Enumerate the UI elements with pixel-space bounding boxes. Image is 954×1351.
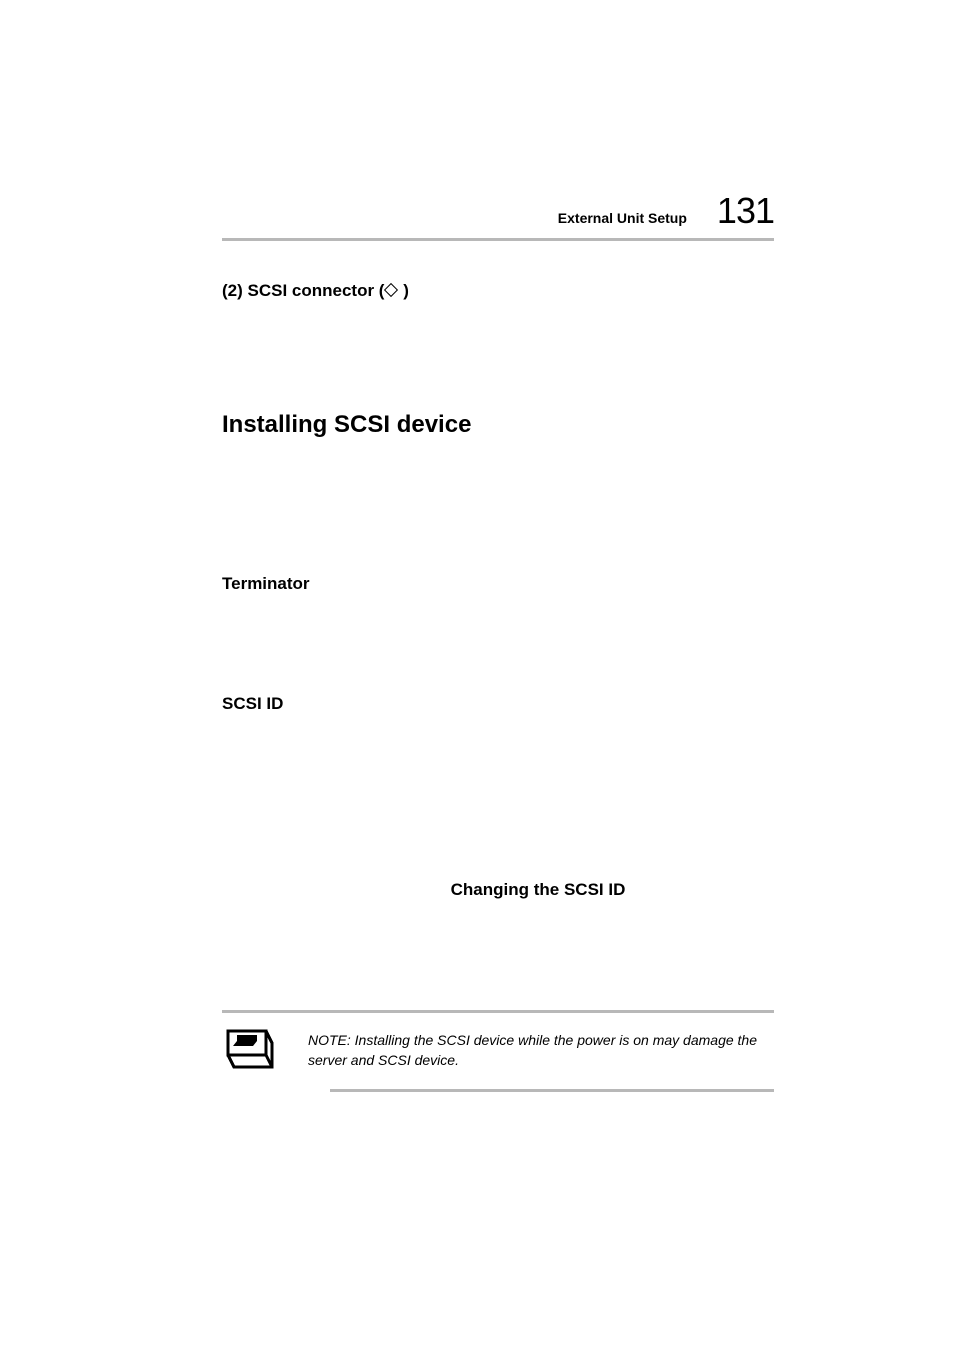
installing-scsi-device-heading: Installing SCSI device: [222, 411, 774, 439]
page-content: External Unit Setup 131 (2) SCSI connect…: [0, 0, 954, 1092]
note-text: NOTE: Installing the SCSI device while t…: [308, 1027, 774, 1070]
page-number: 131: [717, 190, 774, 232]
page-header: External Unit Setup 131: [222, 190, 774, 232]
header-divider: [222, 238, 774, 241]
subsection-suffix-text: ): [398, 281, 408, 300]
scsi-connector-heading: (2) SCSI connector ( ): [222, 281, 774, 301]
note-divider-top: [222, 1010, 774, 1013]
changing-scsi-id-heading: Changing the SCSI ID: [302, 880, 774, 900]
note-icon: [222, 1023, 280, 1075]
terminator-heading: Terminator: [222, 574, 774, 594]
diamond-icon: [384, 282, 398, 296]
note-divider-bottom: [330, 1089, 774, 1092]
subsection-prefix-text: (2) SCSI connector (: [222, 281, 384, 300]
scsi-id-heading: SCSI ID: [222, 694, 774, 714]
note-body: NOTE: Installing the SCSI device while t…: [222, 1027, 774, 1075]
section-label: External Unit Setup: [558, 210, 687, 226]
note-section: NOTE: Installing the SCSI device while t…: [222, 1010, 774, 1092]
